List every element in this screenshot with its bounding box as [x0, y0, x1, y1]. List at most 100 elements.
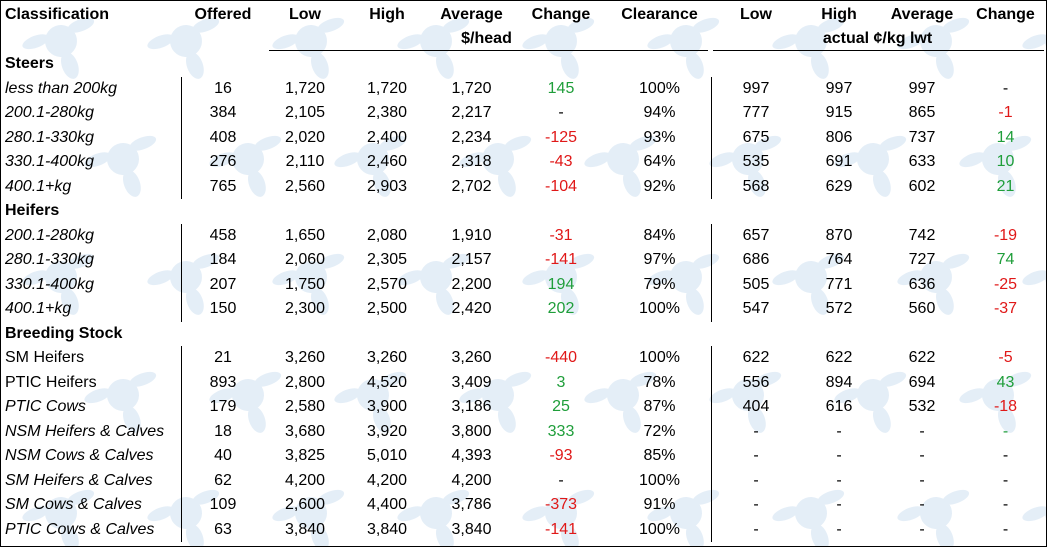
column-divider — [181, 272, 182, 297]
offered-cell: 384 — [209, 104, 237, 121]
high-cell: 4,520 — [366, 373, 408, 391]
stylised-cattle-logo-icon — [1022, 25, 1046, 57]
stylised-cattle-logo-icon — [459, 371, 532, 433]
classification-cell: SM Heifers — [5, 349, 85, 366]
per-kg-underline — [713, 50, 1044, 51]
stylised-cattle-logo-icon — [522, 253, 595, 315]
change-cell: 202 — [547, 300, 575, 317]
stylised-cattle-logo-icon — [897, 253, 970, 315]
column-divider — [711, 150, 712, 175]
low-kg-cell: - — [753, 520, 759, 538]
classification-cell: SM Cows & Calves — [5, 496, 142, 513]
average-kg-cell: - — [919, 447, 925, 464]
change-kg-cell: 43 — [996, 373, 1015, 391]
clearance-cell: 78% — [643, 373, 676, 391]
table-row: 280.1-330kg 408 2,020 2,400 2,234 -125 93% 675 8… — [1, 125, 1046, 150]
clearance-cell: 87% — [643, 398, 676, 415]
high-cell: 2,305 — [366, 251, 408, 268]
high-kg-cell: 997 — [825, 79, 853, 97]
stylised-cattle-logo-icon — [334, 135, 407, 197]
stylised-cattle-logo-icon — [22, 253, 95, 315]
stylised-cattle-logo-icon — [522, 17, 595, 79]
classification-cell: SM Heifers & Calves — [5, 471, 153, 489]
column-divider — [181, 517, 182, 542]
change-kg-cell: 21 — [996, 177, 1015, 195]
column-divider — [711, 444, 712, 469]
high-cell: 4,400 — [366, 496, 408, 513]
low-cell: 2,060 — [284, 251, 326, 268]
average-cell: 1,910 — [451, 226, 492, 244]
high-cell: 2,570 — [366, 275, 408, 293]
header-low-kg: Low — [740, 6, 772, 23]
stylised-cattle-logo-icon — [1022, 497, 1046, 529]
change-kg-cell: - — [1002, 496, 1009, 513]
average-cell: 2,217 — [451, 104, 492, 121]
low-cell: 2,300 — [284, 300, 326, 317]
header-change-kg: Change — [976, 6, 1035, 23]
high-kg-cell: 691 — [825, 153, 853, 170]
column-divider — [181, 395, 182, 420]
average-kg-cell: - — [919, 496, 925, 513]
average-cell: 2,157 — [451, 251, 492, 268]
column-divider — [711, 125, 712, 150]
low-cell: 2,560 — [284, 177, 326, 195]
column-divider — [181, 101, 182, 126]
low-kg-cell: 556 — [742, 373, 770, 391]
stylised-cattle-logo-icon — [834, 371, 907, 433]
high-kg-cell: - — [836, 471, 842, 489]
average-kg-cell: 742 — [908, 226, 936, 244]
average-cell: 2,318 — [451, 153, 492, 170]
low-kg-cell: 675 — [742, 128, 770, 146]
column-divider — [711, 346, 712, 371]
stylised-cattle-logo-icon — [84, 135, 157, 197]
change-cell: -125 — [544, 128, 578, 146]
column-divider — [711, 248, 712, 273]
clearance-cell: 100% — [639, 349, 680, 366]
table-row: 330.1-400kg 276 2,110 2,460 2,318 -43 64% 535 69… — [1, 150, 1046, 175]
clearance-cell: 91% — [643, 496, 676, 513]
average-kg-cell: 727 — [908, 251, 936, 268]
offered-cell: 458 — [209, 226, 237, 244]
offered-cell: 893 — [209, 373, 237, 391]
classification-cell: PTIC Cows & Calves — [5, 520, 155, 538]
stylised-cattle-logo-icon — [22, 17, 95, 79]
average-kg-cell: 532 — [908, 398, 936, 415]
average-cell: 3,409 — [451, 373, 492, 391]
average-cell: 2,702 — [451, 177, 492, 195]
clearance-cell: 92% — [643, 177, 676, 195]
column-divider — [181, 493, 182, 518]
low-cell: 1,650 — [284, 226, 326, 244]
section-title: Heifers — [5, 202, 60, 219]
change-cell: - — [558, 471, 564, 489]
average-cell: 3,840 — [451, 520, 492, 538]
high-kg-cell: 629 — [825, 177, 853, 195]
offered-cell: 150 — [209, 300, 237, 317]
change-kg-cell: - — [1002, 79, 1009, 97]
table-row: PTIC Cows 179 2,580 3,900 3,186 25 87% 404 616 53… — [1, 395, 1046, 420]
column-divider — [181, 346, 182, 371]
offered-cell: 179 — [209, 398, 237, 415]
change-kg-cell: -37 — [993, 300, 1018, 317]
low-cell: 1,750 — [284, 275, 326, 293]
average-kg-cell: 865 — [908, 104, 936, 121]
high-cell: 2,400 — [366, 128, 408, 146]
per-head-unit-label: $/head — [461, 30, 512, 47]
header-offered: Offered — [194, 6, 252, 23]
per-kg-unit-label: actual ¢/kg lwt — [822, 30, 933, 47]
header-average: Average — [440, 6, 503, 23]
average-kg-cell: 636 — [908, 275, 936, 293]
stylised-cattle-logo-icon — [584, 371, 657, 433]
low-cell: 1,720 — [284, 79, 326, 97]
clearance-cell: 97% — [643, 251, 676, 268]
change-kg-cell: -19 — [993, 226, 1018, 244]
change-cell: -31 — [549, 226, 573, 244]
classification-cell: 330.1-400kg — [5, 153, 94, 170]
classification-cell: PTIC Cows — [5, 398, 86, 415]
change-kg-cell: -25 — [993, 275, 1018, 293]
high-cell: 3,900 — [366, 398, 408, 415]
column-divider — [181, 297, 182, 322]
high-kg-cell: 771 — [825, 275, 853, 293]
stylised-cattle-logo-icon — [709, 135, 782, 197]
high-cell: 5,010 — [366, 447, 408, 464]
